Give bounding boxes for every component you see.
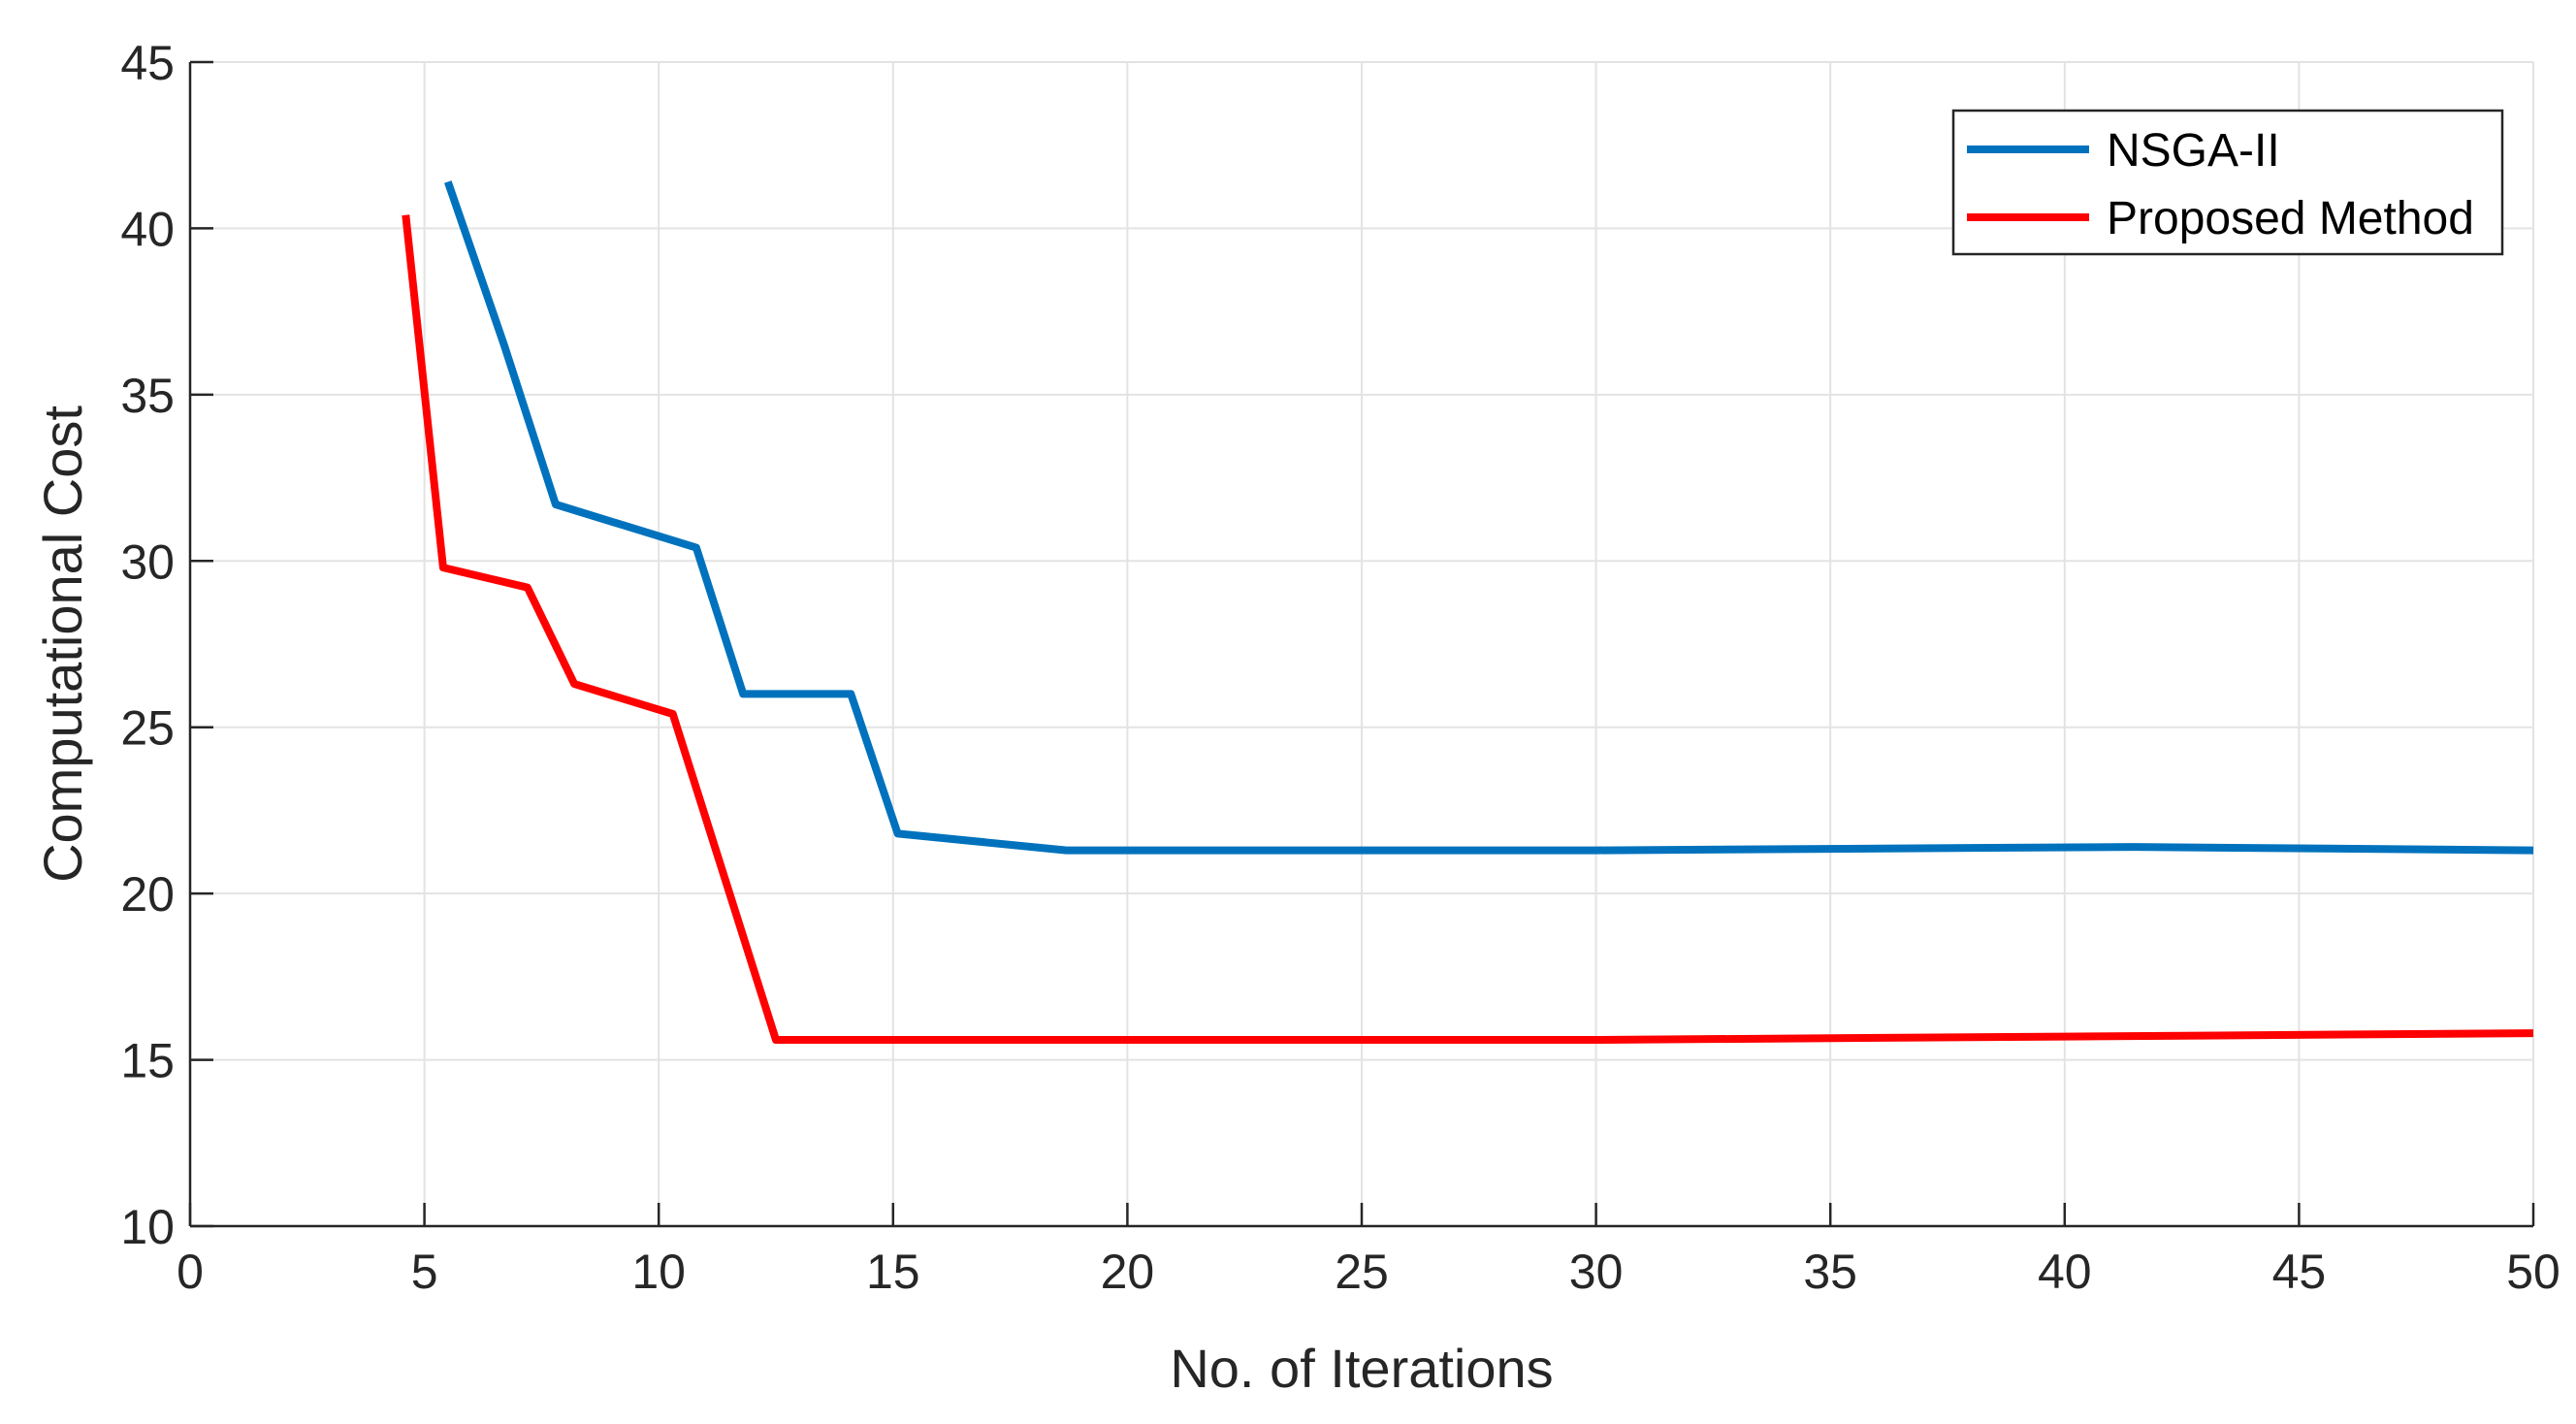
y-axis-label: Computational Cost (32, 405, 93, 883)
x-tick-label: 25 (1335, 1245, 1389, 1299)
y-tick-label: 10 (120, 1200, 175, 1254)
x-tick-label: 35 (1803, 1245, 1857, 1299)
legend: NSGA-II Proposed Method (1951, 109, 2504, 256)
y-tick-label: 45 (120, 36, 175, 90)
y-tick-label: 40 (120, 202, 175, 256)
x-tick-label: 0 (177, 1245, 204, 1299)
series-line-1 (444, 180, 2534, 855)
y-tick-label: 30 (120, 534, 175, 589)
y-tick-label: 15 (120, 1034, 175, 1088)
x-tick-label: 15 (866, 1245, 920, 1299)
y-tick-label: 35 (120, 369, 175, 423)
series-lines (402, 180, 2534, 1044)
series-line-2 (402, 214, 2534, 1044)
legend-box (1951, 109, 2504, 256)
tick-labels: 0 5 10 15 20 25 30 35 40 45 50 10 15 20 25 30 35 40 45 (120, 36, 2560, 1299)
x-axis-label: No. of Iterations (1170, 1338, 1553, 1399)
y-tick-label: 20 (120, 867, 175, 922)
x-tick-label: 5 (411, 1245, 438, 1299)
legend-label: NSGA-II (2107, 125, 2280, 177)
legend-label: Proposed Method (2107, 193, 2474, 244)
axes (188, 60, 2535, 1228)
x-tick-label: 10 (631, 1245, 686, 1299)
x-tick-label: 50 (2506, 1245, 2560, 1299)
x-tick-label: 40 (2038, 1245, 2092, 1299)
x-tick-label: 20 (1101, 1245, 1155, 1299)
x-tick-label: 45 (2272, 1245, 2327, 1299)
x-tick-label: 30 (1569, 1245, 1624, 1299)
y-tick-label: 25 (120, 701, 175, 756)
